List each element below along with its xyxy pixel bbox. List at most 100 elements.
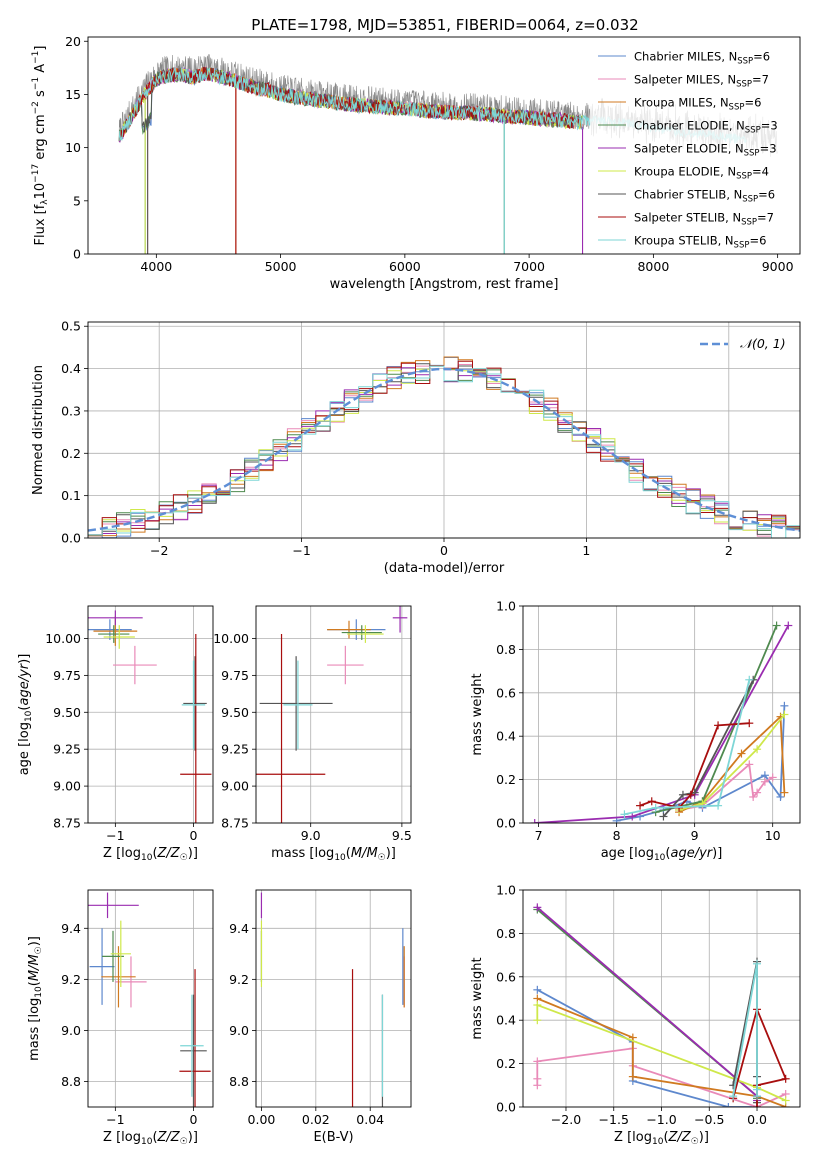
y-axis-label: mass [log10(M/M☉)]: [27, 936, 44, 1061]
axes-frame: [522, 605, 801, 824]
axes-frame: [522, 889, 801, 1108]
y-tick-label: 0: [73, 247, 81, 262]
y-tick-label: 9.4: [61, 921, 81, 936]
y-axis-label: mass weight: [470, 673, 485, 755]
x-axis-label: Z [log10(Z/Z☉)]: [103, 846, 198, 863]
x-tick-label: −1: [292, 543, 310, 558]
y-tick-label: 5: [73, 193, 81, 208]
legend-entry: Salpeter MILES, NSSP=7: [634, 73, 769, 90]
x-tick-label: 6000: [389, 259, 421, 274]
y-tick-label: 9.2: [61, 972, 81, 987]
x-tick-label: 5000: [265, 259, 297, 274]
y-tick-label: 9.50: [221, 705, 249, 720]
y-tick-label: 9.00: [221, 779, 249, 794]
massweight-vs-age-panel: 7 8 9 10 0.0 0.2 0.4 0.6 0.8 1.0 age [log10(age/yr…: [470, 599, 801, 863]
x-tick-label: 8000: [637, 259, 669, 274]
x-axis-label: Z [log10(Z/Z☉)]: [103, 1130, 198, 1147]
axes-frame: [255, 889, 412, 1108]
x-tick-label: 0: [189, 828, 197, 843]
legend-entry: Salpeter ELODIE, NSSP=3: [634, 142, 777, 159]
y-tick-label: 9.50: [53, 705, 81, 720]
figure-title: PLATE=1798, MJD=53851, FIBERID=0064, z=0…: [251, 16, 638, 34]
y-tick-label: 0.4: [496, 729, 516, 744]
y-tick-label: 8.8: [61, 1074, 81, 1089]
y-tick-label: 0.6: [496, 969, 516, 984]
model-spectrum-line: [118, 67, 583, 141]
x-tick-label: 4000: [140, 259, 172, 274]
y-tick-label: 9.4: [229, 921, 249, 936]
y-tick-label: 0.0: [496, 816, 516, 831]
y-tick-label: 1.0: [496, 883, 516, 898]
x-tick-label: −1: [106, 1112, 124, 1127]
residuals-panel: −2 −1 0 1 2 0.0 0.1 0.2 0.3 0.4 0.5 (data-model)/er…: [31, 319, 801, 576]
y-tick-label: 9.75: [53, 668, 81, 683]
axes-frame: [87, 889, 214, 1108]
x-tick-label: −1.5: [599, 1112, 629, 1127]
y-tick-label: 0.4: [496, 1013, 516, 1028]
y-tick-label: 10.00: [213, 631, 249, 646]
x-tick-label: 9.5: [392, 828, 412, 843]
x-tick-label: 0.04: [356, 1112, 384, 1127]
legend-entry: Chabrier MILES, NSSP=6: [634, 50, 770, 67]
residual-histogram: [88, 356, 800, 537]
axes-frame: [87, 605, 214, 824]
spectrum-panel: 4000 5000 6000 7000 8000 9000 0 5 10 15 20 waveleng…: [31, 34, 801, 292]
legend-entry: 𝒩(0, 1): [740, 336, 786, 351]
x-tick-label: 7000: [513, 259, 545, 274]
legend-entry: Chabrier STELIB, NSSP=6: [634, 188, 775, 205]
x-tick-label: −2: [150, 543, 168, 558]
legend: Chabrier MILES, NSSP=6 Salpeter MILES, NS…: [590, 43, 796, 251]
age-vs-Z-panel: −1 0 8.75 9.00 9.25 9.50 9.75 10.00 Z [log10(Z/Z…: [17, 605, 214, 863]
y-tick-label: 20: [65, 34, 81, 49]
x-tick-label: −2.0: [551, 1112, 581, 1127]
axes-frame: [255, 605, 412, 824]
y-axis-label: Normed distribution: [31, 365, 46, 495]
x-axis-label: E(B-V): [313, 1130, 353, 1145]
y-tick-label: 0.2: [61, 446, 81, 461]
y-tick-label: 8.8: [229, 1074, 249, 1089]
axes-frame: [87, 321, 801, 539]
y-tick-label: 10.00: [45, 631, 81, 646]
normal-curve: [87, 367, 801, 532]
x-axis-label: mass [log10(M/M☉)]: [271, 846, 396, 863]
mass-vs-Z-panel: −1 0 8.8 9.0 9.2 9.4 Z [log10(Z/Z☉)] mass [log1…: [27, 889, 214, 1147]
massweight-vs-Z-panel: −2.0 −1.5 −1.0 −0.5 0.0 0.0 0.2 0.4 0.6 0.8 1.0 Z […: [470, 883, 801, 1147]
x-axis-label: (data-model)/error: [384, 561, 505, 576]
x-axis-label: wavelength [Angstrom, rest frame]: [330, 277, 559, 292]
y-tick-label: 9.0: [229, 1023, 249, 1038]
x-tick-label: −0.5: [694, 1112, 724, 1127]
x-tick-label: 0.0: [747, 1112, 767, 1127]
mass-vs-EBV-panel: 0.00 0.02 0.04 8.8 9.0 9.2 9.4 E(B-V): [229, 889, 412, 1145]
y-tick-label: 0.3: [61, 403, 81, 418]
mass-weight-line: [536, 1003, 787, 1102]
y-tick-label: 9.75: [221, 668, 249, 683]
y-axis-label: age [log10(age/yr)]: [17, 654, 34, 776]
y-tick-label: 0.4: [61, 361, 81, 376]
axes-frame: [87, 36, 801, 255]
legend-entry: Salpeter STELIB, NSSP=7: [634, 211, 774, 228]
legend-box: [590, 43, 796, 251]
y-tick-label: 15: [65, 87, 81, 102]
x-tick-label: 10: [765, 828, 781, 843]
x-tick-label: 0.00: [248, 1112, 276, 1127]
x-tick-label: −1: [106, 828, 124, 843]
x-tick-label: 2: [725, 543, 733, 558]
x-tick-label: 9: [691, 828, 699, 843]
x-tick-label: 0.02: [302, 1112, 330, 1127]
mass-weight-line: [732, 1006, 787, 1107]
y-tick-label: 9.0: [61, 1023, 81, 1038]
x-tick-label: 9.0: [301, 828, 321, 843]
y-tick-label: 0.5: [61, 319, 81, 334]
y-tick-label: 0.2: [496, 772, 516, 787]
y-tick-label: 0.2: [496, 1056, 516, 1071]
y-tick-label: 9.25: [221, 742, 249, 757]
y-tick-label: 0.8: [496, 642, 516, 657]
mass-weight-line: [624, 679, 751, 816]
legend-entry: Kroupa ELODIE, NSSP=4: [634, 165, 769, 182]
y-axis-label: Flux [fλ10−17 erg cm−2 s−1 A−1]: [31, 46, 50, 246]
y-tick-label: 1.0: [496, 599, 516, 614]
y-axis-label: mass weight: [470, 957, 485, 1039]
x-tick-label: −1.0: [646, 1112, 676, 1127]
x-tick-label: 0: [189, 1112, 197, 1127]
